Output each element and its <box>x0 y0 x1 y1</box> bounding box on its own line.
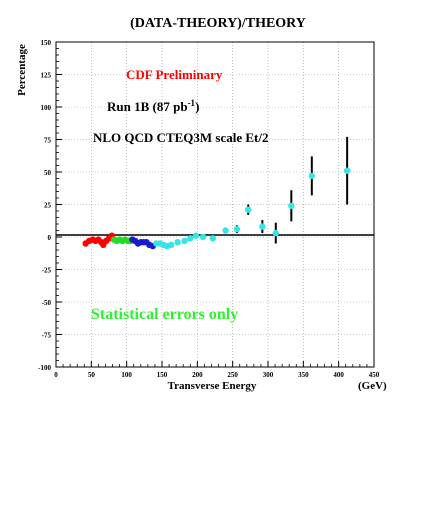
x-tick-label: 400 <box>333 371 344 379</box>
annotation-run-main: Run 1B (87 pb <box>107 99 188 114</box>
y-tick-label: 75 <box>44 137 52 145</box>
y-axis-label: Percentage <box>16 44 28 96</box>
data-point <box>167 241 175 248</box>
y-tick-label: 25 <box>44 202 52 210</box>
data-point <box>259 223 266 230</box>
data-point <box>343 167 351 174</box>
data-point <box>181 237 188 245</box>
x-axis-unit: (GeV) <box>358 380 387 392</box>
data-point <box>222 227 229 234</box>
y-tick-label: -100 <box>38 364 51 372</box>
x-tick-label: 0 <box>54 371 58 379</box>
annotation-theory: NLO QCD CTEQ3M scale Et/2 <box>93 130 269 145</box>
data-point <box>187 235 194 242</box>
data-point <box>272 229 279 237</box>
data-point <box>308 172 316 180</box>
y-tick-label: 150 <box>41 39 52 47</box>
x-tick-label: 450 <box>369 371 380 379</box>
y-tick-label: 0 <box>48 234 52 242</box>
data-point <box>199 233 207 241</box>
annotation-run-end: ) <box>195 99 199 114</box>
data-point <box>192 232 200 239</box>
data-point <box>288 202 295 209</box>
y-tick-label: 125 <box>41 72 52 80</box>
x-tick-label: 300 <box>263 371 274 379</box>
data-point <box>209 235 217 242</box>
annotation-cdf-preliminary: CDF Preliminary <box>126 67 223 82</box>
axis-ticks: -100 -75 -50 -25 0 25 50 75 100 125 150 0 50 100 150 20… <box>38 39 380 379</box>
y-tick-label: -75 <box>42 332 52 340</box>
x-tick-label: 200 <box>192 371 203 379</box>
data-points <box>82 136 351 250</box>
x-tick-label: 100 <box>121 371 132 379</box>
x-tick-label: 350 <box>298 371 309 379</box>
x-tick-label: 250 <box>227 371 238 379</box>
y-tick-label: -25 <box>42 267 52 275</box>
annotation-errors: Statistical errors only <box>91 306 238 323</box>
plot-frame <box>55 41 375 368</box>
x-tick-label: 50 <box>88 371 96 379</box>
data-point <box>174 239 181 246</box>
y-tick-label: 100 <box>41 104 52 112</box>
y-tick-label: 50 <box>44 169 52 177</box>
data-point <box>245 206 252 213</box>
x-axis-label: Transverse Energy <box>168 380 257 392</box>
annotation-run: Run 1B (87 pb-1) <box>107 98 199 114</box>
y-tick-label: -50 <box>42 299 52 307</box>
chart-title: (DATA-THEORY)/THEORY <box>130 16 306 31</box>
x-tick-label: 150 <box>157 371 168 379</box>
annotation-run-sup: -1 <box>188 98 196 108</box>
data-point <box>233 226 241 233</box>
